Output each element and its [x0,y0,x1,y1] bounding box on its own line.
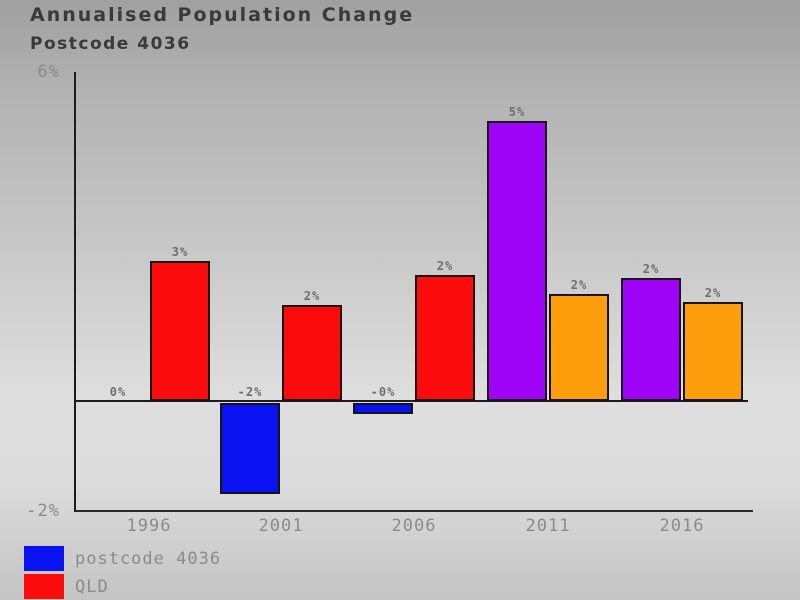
bar-QLD-2016 [683,302,743,401]
y-tick-label: -2% [26,500,60,521]
legend-swatch [24,574,64,599]
bar-value-label: 2% [642,261,660,276]
bar-postcode-4036-2001 [220,403,280,494]
bar-value-label: 3% [171,245,189,260]
bar-value-label: 2% [303,288,321,303]
bar-value-label: -0% [370,385,396,399]
bar-QLD-2011 [549,293,609,401]
y-tick-label: 6% [37,61,60,82]
bar-postcode-4036-2016 [621,277,681,401]
x-tick-label: 1996 [126,516,172,536]
bar-value-label: 5% [508,105,526,120]
bar-value-label: -2% [237,385,263,399]
y-axis-line [74,72,76,512]
bar-value-label: 2% [704,286,722,301]
chart-title: Annualised Population Change [30,4,415,26]
x-tick-label: 2011 [525,516,571,536]
legend-label: postcode 4036 [75,549,222,569]
legend-label: QLD [75,577,109,597]
bar-value-label: 0% [109,385,127,399]
x-tick-label: 2001 [258,516,304,536]
zero-baseline [75,400,748,402]
bar-QLD-2001 [282,304,342,401]
bar-postcode-4036-2006 [353,403,413,414]
bar-value-label: 2% [436,258,454,273]
x-tick-label: 2006 [391,516,437,536]
legend-swatch [24,546,64,571]
bar-QLD-2006 [415,274,475,401]
x-tick-label: 2016 [659,516,705,536]
chart-subtitle: Postcode 4036 [30,34,191,54]
plot-bottom-border [75,510,753,512]
bar-QLD-1996 [150,261,210,401]
bar-postcode-4036-2011 [487,121,547,401]
bar-value-label: 2% [570,277,588,292]
